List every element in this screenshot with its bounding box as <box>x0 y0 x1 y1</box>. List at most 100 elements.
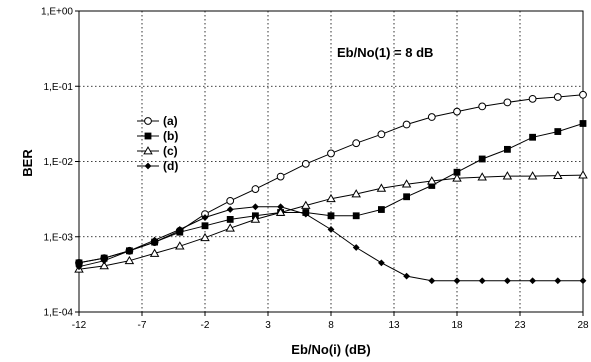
data-point <box>553 93 562 101</box>
data-point <box>478 277 486 285</box>
data-point <box>401 179 412 188</box>
data-point <box>579 277 587 285</box>
series-3 <box>74 170 588 273</box>
x-tick-label: 13 <box>388 320 400 331</box>
legend-entry: (b) <box>137 129 178 143</box>
data-point <box>326 193 336 203</box>
data-point <box>452 173 462 182</box>
data-point <box>75 263 83 271</box>
data-point <box>428 182 436 189</box>
data-point <box>176 226 184 233</box>
data-point <box>503 98 512 107</box>
x-tick-label: 8 <box>328 320 334 331</box>
chart-annotation: Eb/No(1) = 8 dB <box>337 45 433 60</box>
x-axis-title: Eb/No(i) (dB) <box>291 342 370 357</box>
data-point <box>149 248 160 257</box>
data-point <box>352 244 360 251</box>
data-point <box>250 214 261 223</box>
data-point <box>402 120 411 129</box>
x-tick-label: 3 <box>265 320 271 331</box>
data-point <box>124 255 135 265</box>
data-point <box>275 207 286 216</box>
data-point <box>528 94 537 103</box>
legend-label: (d) <box>163 159 178 173</box>
data-point <box>378 206 385 213</box>
data-point <box>453 107 461 116</box>
legend-label: (a) <box>163 114 178 128</box>
data-point <box>351 189 361 198</box>
data-point <box>579 90 587 99</box>
data-point <box>327 149 335 158</box>
data-point <box>302 210 310 218</box>
y-tick-label: 1,E-04 <box>44 308 74 319</box>
x-tick-label: 28 <box>577 320 589 331</box>
data-point <box>478 102 487 111</box>
data-point <box>504 277 511 285</box>
data-point <box>252 203 259 211</box>
legend-entry: (c) <box>137 144 178 158</box>
data-point <box>277 203 284 211</box>
data-point <box>99 260 109 270</box>
data-point <box>378 259 385 267</box>
x-tick-label: -7 <box>138 320 147 331</box>
data-point <box>527 171 538 180</box>
y-tick-label: 1,E-01 <box>44 82 74 93</box>
data-point <box>226 216 234 223</box>
data-point <box>477 172 487 181</box>
y-tick-label: 1,E-02 <box>44 157 74 168</box>
y-axis-ticks: 1,E-04 1,E-03 1,E-02 1,E-01 1,E+00 <box>41 7 79 319</box>
legend-label: (b) <box>163 129 178 143</box>
data-point <box>225 223 235 232</box>
x-tick-label: -2 <box>201 320 210 331</box>
data-point <box>100 257 108 265</box>
data-point <box>579 120 587 127</box>
data-point <box>502 171 513 180</box>
legend-marker <box>144 132 152 140</box>
data-point <box>301 159 310 168</box>
data-point <box>529 133 536 141</box>
data-point <box>453 277 461 285</box>
data-point <box>327 226 335 233</box>
data-point <box>75 259 83 267</box>
data-point <box>504 145 511 153</box>
legend-marker <box>143 146 153 155</box>
legend-marker <box>144 162 152 170</box>
data-point <box>251 185 260 193</box>
data-point <box>352 212 360 220</box>
data-point <box>226 206 234 213</box>
data-point <box>427 113 436 121</box>
legend-entry: (d) <box>137 159 178 173</box>
data-point <box>553 170 563 179</box>
grid-lines <box>79 11 583 312</box>
y-axis-title: BER <box>20 149 35 177</box>
y-tick-label: 1,E+00 <box>41 7 73 18</box>
data-point <box>453 168 461 176</box>
data-point <box>377 130 386 139</box>
legend-marker <box>144 117 152 125</box>
data-point <box>276 172 285 181</box>
data-point <box>376 183 387 192</box>
y-tick-label: 1,E-03 <box>44 232 74 243</box>
data-point <box>554 277 562 285</box>
data-point <box>201 222 209 230</box>
data-point <box>478 155 486 163</box>
data-point <box>201 214 209 221</box>
legend-entry: (a) <box>137 114 178 128</box>
data-point <box>352 139 361 148</box>
data-point <box>428 277 436 285</box>
legend-label: (c) <box>163 144 178 158</box>
data-point <box>403 193 410 201</box>
data-point <box>151 236 158 244</box>
x-tick-label: 18 <box>451 320 463 331</box>
series-4 <box>75 203 587 285</box>
data-point <box>554 128 562 135</box>
data-point <box>301 200 311 209</box>
x-tick-label: -12 <box>72 320 87 331</box>
data-point <box>427 176 437 185</box>
series-layer <box>74 90 588 285</box>
data-point <box>327 212 335 220</box>
data-point <box>175 241 185 250</box>
data-point <box>403 272 410 280</box>
data-point <box>578 170 588 179</box>
